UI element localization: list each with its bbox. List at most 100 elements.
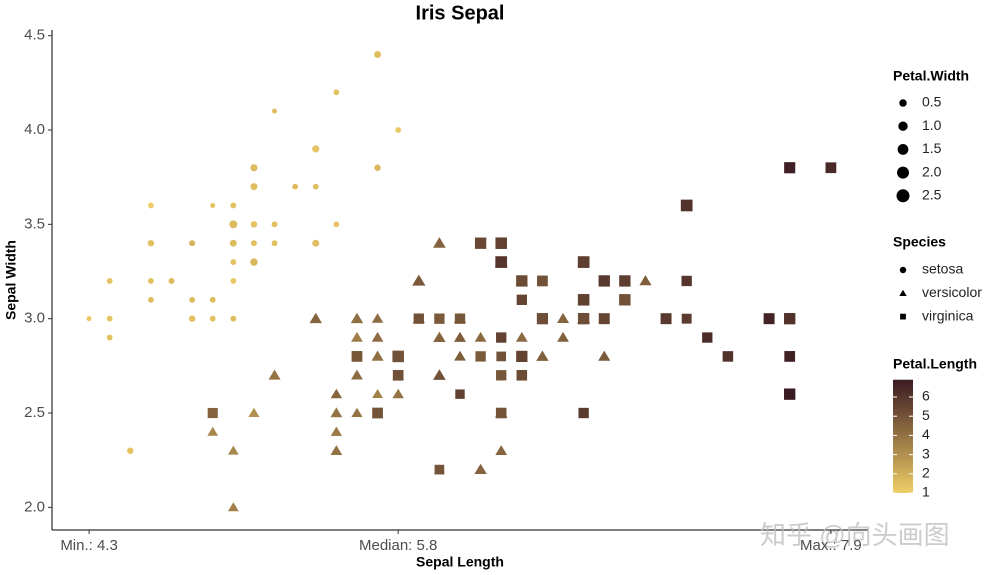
size-legend-label: 2.5 xyxy=(922,187,942,203)
point xyxy=(189,296,196,303)
point xyxy=(433,237,446,248)
point xyxy=(333,221,340,228)
y-tick-label: 2.5 xyxy=(24,404,45,421)
point xyxy=(577,313,590,325)
point xyxy=(455,389,465,399)
point xyxy=(537,275,548,287)
size-legend-label: 0.5 xyxy=(922,94,942,110)
point xyxy=(516,294,527,305)
point xyxy=(577,256,590,268)
point xyxy=(433,369,446,380)
point xyxy=(230,315,237,322)
point xyxy=(619,294,631,306)
point xyxy=(227,445,239,455)
point xyxy=(825,162,837,174)
y-tick-label: 3.0 xyxy=(24,310,45,327)
point xyxy=(372,389,383,398)
color-legend-title: Petal.Length xyxy=(893,356,977,372)
size-legend-key xyxy=(897,144,909,155)
point xyxy=(392,370,404,381)
point xyxy=(702,332,713,343)
point xyxy=(268,369,281,380)
shape-legend-key xyxy=(899,289,907,296)
point xyxy=(229,239,237,247)
point xyxy=(333,89,340,96)
x-tick-label: Max.: 7.9 xyxy=(800,537,862,554)
color-tick-label: 4 xyxy=(922,426,930,442)
point xyxy=(784,388,796,400)
point xyxy=(127,447,134,454)
point xyxy=(763,313,775,325)
point xyxy=(210,202,216,208)
point xyxy=(371,350,384,361)
shape-legend-key xyxy=(900,313,906,320)
point xyxy=(312,145,320,153)
point xyxy=(392,388,404,399)
point xyxy=(412,274,426,286)
point xyxy=(351,331,363,342)
color-tick-label: 5 xyxy=(922,407,930,423)
point xyxy=(351,351,363,362)
point xyxy=(598,275,610,287)
y-tick-label: 4.0 xyxy=(24,121,45,138)
point xyxy=(250,183,258,191)
shape-legend-label: versicolor xyxy=(922,284,982,300)
point xyxy=(312,239,320,247)
point xyxy=(556,312,570,324)
point xyxy=(330,445,343,455)
point xyxy=(271,240,278,247)
point xyxy=(578,407,589,419)
point xyxy=(271,221,278,228)
point xyxy=(230,259,237,265)
point xyxy=(106,278,113,284)
point xyxy=(784,313,796,325)
x-tick-label: Min.: 4.3 xyxy=(60,537,118,554)
point xyxy=(372,407,383,419)
point xyxy=(371,331,384,342)
point xyxy=(309,312,322,324)
point xyxy=(784,351,796,362)
point xyxy=(515,331,528,342)
point xyxy=(351,369,363,380)
point xyxy=(227,502,239,512)
point xyxy=(371,313,384,323)
point xyxy=(248,407,260,417)
point xyxy=(147,239,155,247)
color-tick-label: 1 xyxy=(922,484,930,500)
point xyxy=(189,240,196,247)
point xyxy=(188,315,196,322)
point xyxy=(292,183,299,190)
point xyxy=(495,256,508,268)
size-legend-key xyxy=(896,189,910,203)
point xyxy=(330,407,343,418)
point xyxy=(496,332,507,343)
point xyxy=(251,164,257,171)
x-tick-label: Median: 5.8 xyxy=(359,537,437,554)
size-legend-title: Petal.Width xyxy=(893,68,969,84)
point xyxy=(681,313,692,324)
color-tick-label: 3 xyxy=(922,445,930,461)
color-bar xyxy=(893,379,913,493)
point xyxy=(681,275,692,287)
point xyxy=(722,351,734,362)
point xyxy=(537,313,548,325)
point xyxy=(229,220,238,229)
size-legend-key xyxy=(897,166,909,179)
point xyxy=(453,331,467,342)
point xyxy=(168,278,175,284)
y-axis-title: Sepal Width xyxy=(3,240,19,320)
point xyxy=(474,237,487,249)
point xyxy=(330,388,343,399)
point xyxy=(474,463,487,475)
shape-legend-label: virginica xyxy=(922,307,974,323)
point xyxy=(106,334,113,341)
point xyxy=(496,370,507,381)
point xyxy=(374,164,381,171)
point xyxy=(516,275,528,287)
point xyxy=(250,221,258,228)
point xyxy=(496,351,507,362)
shape-legend-key xyxy=(899,266,907,274)
point xyxy=(250,258,258,266)
point xyxy=(474,331,487,342)
